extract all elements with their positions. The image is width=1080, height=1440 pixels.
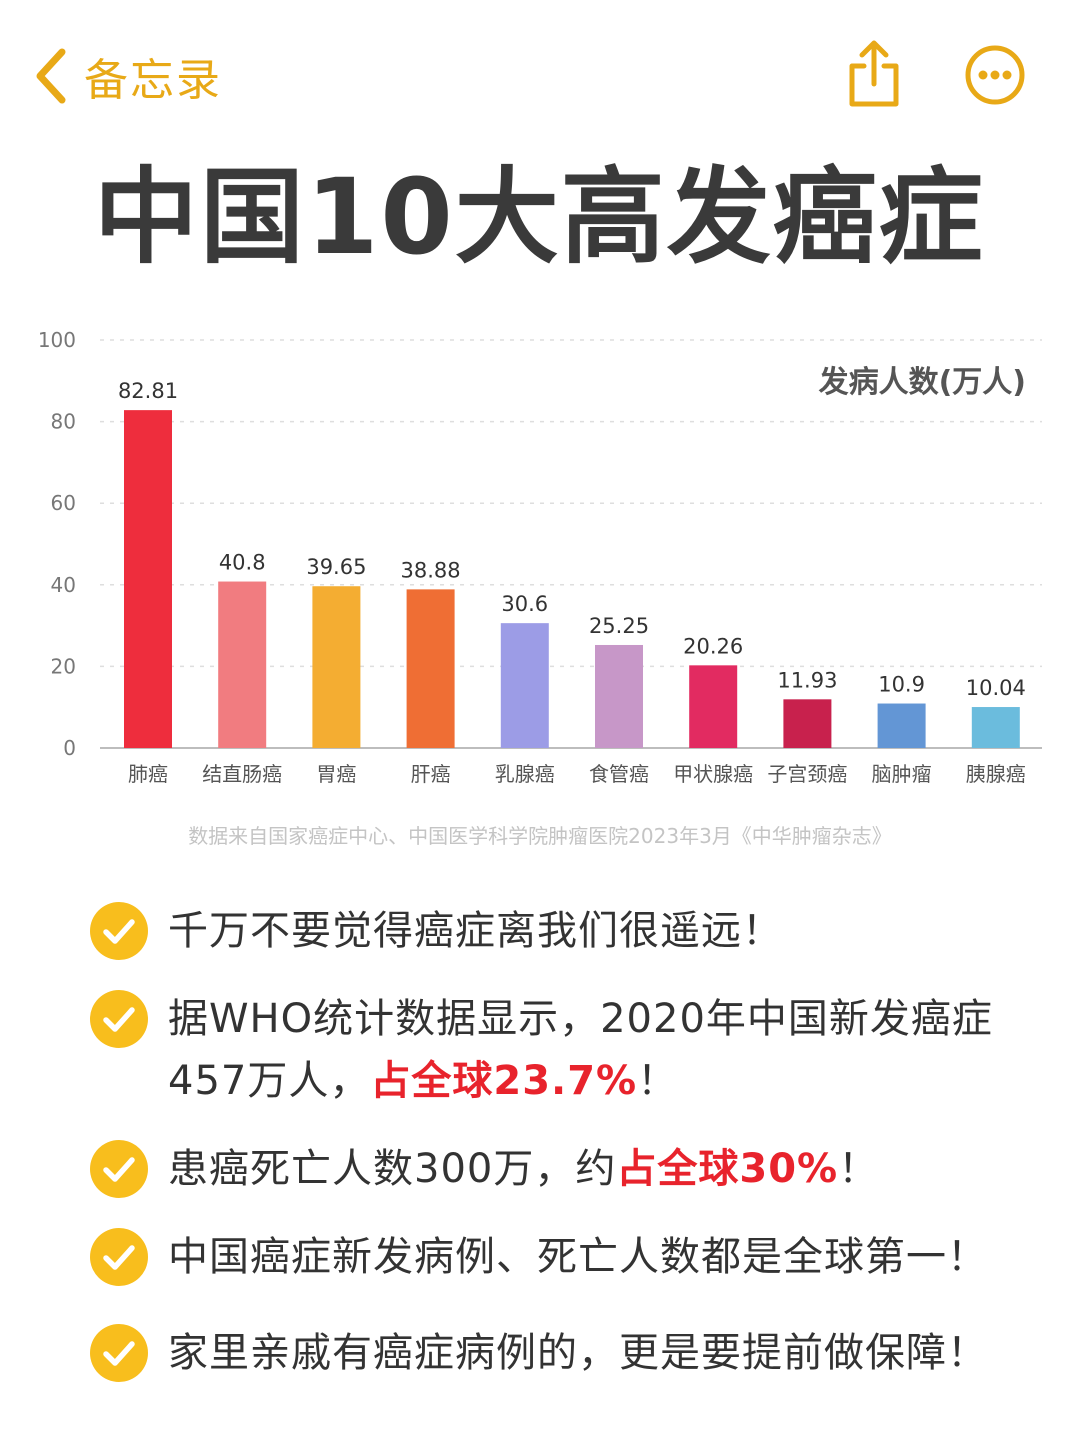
bullet-text: 中国癌症新发病例、死亡人数都是全球第一！ — [168, 1226, 1028, 1288]
data-label: 40.8 — [219, 551, 266, 575]
back-label: 备忘录 — [84, 55, 222, 106]
bullet-text-main: 家里亲戚有癌症病例的，更是要提前做保障！ — [168, 1330, 988, 1376]
x-tick-label: 结直肠癌 — [202, 762, 282, 786]
bar-chart: 0 20 40 60 80 100 发病人数(万人) 82.81 肺癌 40.8 结直肠癌 39.65… — [38, 328, 1042, 786]
x-tick-label: 子宫颈癌 — [767, 762, 847, 786]
bullet-text: 据WHO统计数据显示，2020年中国新发癌症457万人，占全球23.7%！ — [168, 988, 1008, 1112]
source-note: 数据来自国家癌症中心、中国医学科学院肿瘤医院2023年3月《中华肿瘤杂志》 — [188, 824, 892, 848]
data-label: 20.26 — [683, 634, 743, 658]
data-label: 10.04 — [966, 676, 1026, 700]
bullet-text-main: 患癌死亡人数300万，约 — [168, 1146, 617, 1192]
data-label: 25.25 — [589, 614, 649, 638]
x-tick-label: 肝癌 — [411, 762, 451, 786]
x-tick-label: 肺癌 — [128, 762, 168, 786]
x-tick-label: 胰腺癌 — [966, 762, 1026, 786]
bullet-highlight: 占全球23.7% — [370, 1058, 638, 1104]
data-label: 10.9 — [878, 673, 925, 697]
x-tick-label: 甲状腺癌 — [673, 762, 753, 786]
more-button[interactable] — [964, 44, 1026, 106]
bullet-highlight: 占全球30% — [616, 1146, 839, 1192]
x-tick-label: 胃癌 — [316, 762, 356, 786]
bullet-text: 家里亲戚有癌症病例的，更是要提前做保障！ — [168, 1322, 1028, 1384]
data-label: 11.93 — [777, 668, 837, 692]
y-tick-label: 0 — [63, 736, 76, 760]
data-label: 30.6 — [501, 592, 548, 616]
bar — [406, 589, 455, 748]
chevron-left-icon — [36, 48, 66, 104]
more-icon — [965, 45, 1025, 105]
x-tick-label: 食管癌 — [589, 762, 649, 786]
bullet-text-main: 据WHO统计数据显示，2020年中国新发癌症457万人， — [168, 996, 993, 1104]
bullet-text: 患癌死亡人数300万，约占全球30%！ — [168, 1138, 1028, 1200]
share-button[interactable] — [842, 38, 906, 110]
y-tick-label: 80 — [51, 410, 76, 434]
bar — [595, 644, 643, 748]
bar — [218, 581, 267, 748]
back-button[interactable]: 备忘录 — [30, 44, 222, 108]
data-label: 39.65 — [306, 555, 366, 579]
bar — [689, 665, 738, 748]
check-circle-icon — [90, 1324, 148, 1382]
bar — [877, 703, 926, 748]
bar — [971, 707, 1020, 748]
bullet-text-after: ！ — [838, 1146, 880, 1192]
x-tick-label: 脑肿瘤 — [872, 762, 932, 786]
check-circle-icon — [90, 1140, 148, 1198]
bullet-text-main: 千万不要觉得癌症离我们很遥远！ — [168, 908, 783, 954]
data-label: 38.88 — [401, 558, 461, 582]
share-icon — [849, 40, 899, 107]
bullet-text-after: ！ — [637, 1058, 679, 1104]
check-circle-icon — [90, 990, 148, 1048]
bullet-text: 千万不要觉得癌症离我们很遥远！ — [168, 900, 1028, 962]
top-bar: 备忘录 — [0, 0, 1080, 140]
y-tick-label: 20 — [51, 654, 76, 678]
bar — [312, 586, 361, 748]
bullet-text-main: 中国癌症新发病例、死亡人数都是全球第一！ — [168, 1234, 988, 1280]
data-label: 82.81 — [118, 379, 178, 403]
page-title: 中国10大高发癌症 — [94, 156, 985, 278]
check-circle-icon — [90, 902, 148, 960]
bar — [124, 410, 172, 748]
bar — [500, 623, 549, 748]
check-circle-icon — [90, 1228, 148, 1286]
y-tick-label: 60 — [51, 491, 76, 515]
y-tick-label: 40 — [51, 573, 76, 597]
x-tick-label: 乳腺癌 — [495, 762, 555, 786]
y-tick-label: 100 — [38, 328, 76, 352]
y-axis-label: 发病人数(万人) — [818, 365, 1026, 400]
bar — [783, 699, 832, 748]
